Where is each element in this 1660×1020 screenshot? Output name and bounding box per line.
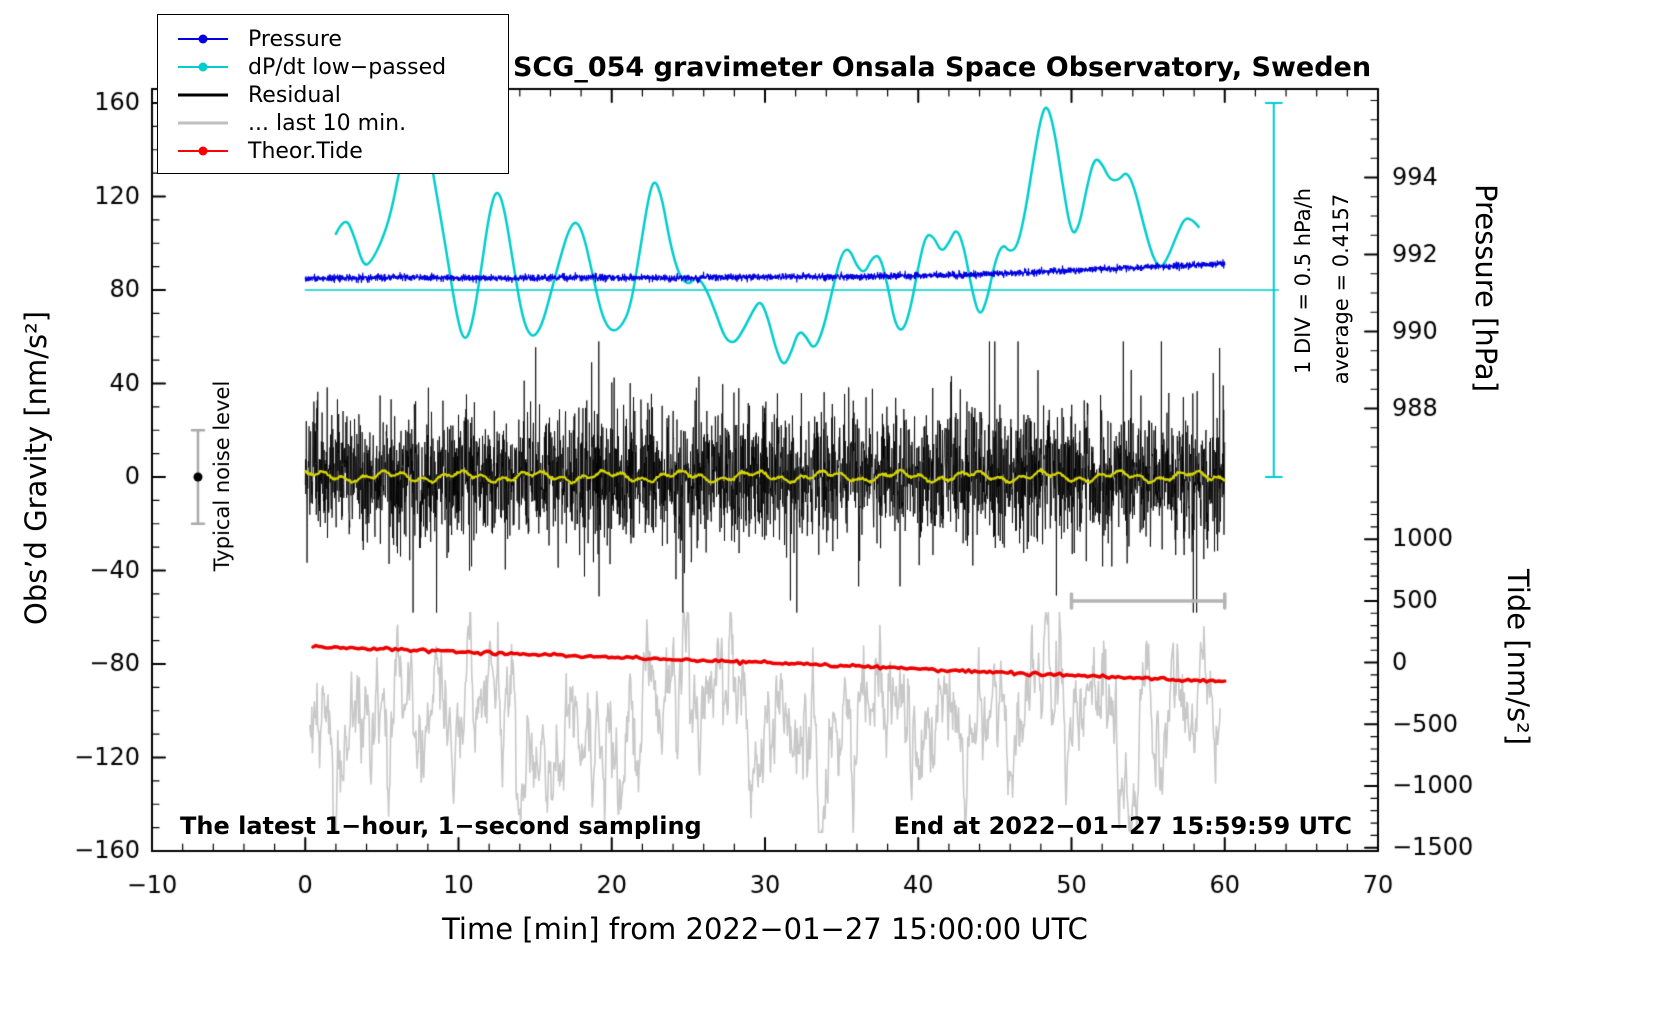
legend-item: dP/dt low−passed — [172, 53, 496, 81]
legend-line-sample — [178, 93, 228, 97]
average-annotation: average = 0.4157 — [1329, 193, 1353, 385]
legend-marker-dot — [198, 34, 208, 44]
legend-item-label: Residual — [248, 82, 341, 108]
x-axis-label: Time [min] from 2022−01−27 15:00:00 UTC — [442, 912, 1088, 946]
legend-item-label: ... last 10 min. — [248, 110, 407, 136]
legend-item-label: dP/dt low−passed — [248, 54, 447, 80]
legend-marker-dot — [198, 146, 208, 156]
y-axis-label-tide: Tide [nm/s²] — [1501, 568, 1535, 746]
legend-item: ... last 10 min. — [172, 109, 496, 137]
legend-swatch — [172, 115, 234, 131]
legend-swatch — [172, 31, 234, 47]
legend-swatch — [172, 143, 234, 159]
y-axis-label-pressure: Pressure [hPa] — [1469, 183, 1503, 393]
legend-item-label: Pressure — [248, 26, 342, 52]
legend-item: Residual — [172, 81, 496, 109]
legend-line-sample — [178, 121, 228, 125]
legend-item-label: Theor.Tide — [248, 138, 363, 164]
legend-swatch — [172, 59, 234, 75]
legend-item: Theor.Tide — [172, 137, 496, 165]
legend-marker-dot — [198, 62, 208, 72]
legend-item: Pressure — [172, 25, 496, 53]
legend: Pressure dP/dt low−passed Residual... last… — [157, 14, 509, 174]
end-time-note: End at 2022−01−27 15:59:59 UTC — [893, 812, 1352, 840]
div-scale-annotation: 1 DIV = 0.5 hPa/h — [1291, 187, 1315, 375]
chart-title: SCG_054 gravimeter Onsala Space Observat… — [512, 52, 1372, 83]
legend-swatch — [172, 87, 234, 103]
y-axis-label-gravity: Obs’d Gravity [nm/s²] — [19, 310, 53, 626]
sampling-note: The latest 1−hour, 1−second sampling — [180, 812, 702, 840]
typical-noise-level-label: Typical noise level — [210, 380, 234, 572]
